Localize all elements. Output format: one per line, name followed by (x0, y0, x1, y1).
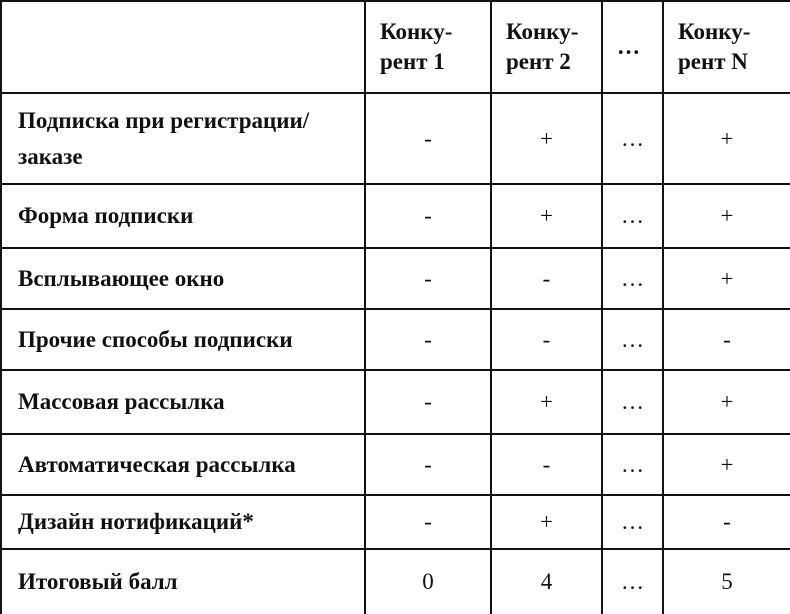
cell-value: - (364, 247, 492, 310)
cell-value: + (662, 183, 790, 249)
cell-value: … (601, 494, 664, 550)
cell-value: … (601, 433, 664, 496)
cell-value: 4 (490, 548, 603, 614)
cell-value: … (601, 369, 664, 435)
cell-value: 0 (364, 548, 492, 614)
cell-value: - (364, 433, 492, 496)
cell-value: + (490, 183, 603, 249)
row-label: Итоговый балл (0, 548, 366, 614)
cell-value: - (364, 183, 492, 249)
cell-value: + (662, 433, 790, 496)
table-row-mass-mailing: Массовая рассылка - + … + (0, 369, 790, 435)
cell-value: … (601, 183, 664, 249)
cell-value: - (490, 247, 603, 310)
corner-cell (0, 0, 366, 94)
cell-value: - (490, 308, 603, 371)
row-label: Автоматическая рассылка (0, 433, 366, 496)
row-label: Дизайн нотификаций* (0, 494, 366, 550)
cell-value: + (662, 369, 790, 435)
table-row-notification-design: Дизайн нотификаций* - + … - (0, 494, 790, 550)
row-label: Всплывающее окно (0, 247, 366, 310)
cell-value: - (490, 433, 603, 496)
table-row-automatic-mailing: Автоматическая рассылка - - … + (0, 433, 790, 496)
cell-value: … (601, 92, 664, 185)
table-row-other-subscription-methods: Прочие способы подписки - - … - (0, 308, 790, 371)
table-row-popup-window: Всплывающее окно - - … + (0, 247, 790, 310)
cell-value: + (490, 92, 603, 185)
cell-value: 5 (662, 548, 790, 614)
cell-value: - (364, 369, 492, 435)
cell-value: - (364, 494, 492, 550)
row-label: Подписка при регистрации/ заказе (0, 92, 366, 185)
table-row-subscription-form: Форма подписки - + … + (0, 183, 790, 249)
row-label: Массовая рассылка (0, 369, 366, 435)
table-row-total-score: Итоговый балл 0 4 … 5 (0, 548, 790, 614)
cell-value: - (364, 308, 492, 371)
cell-value: + (662, 247, 790, 310)
cell-value: … (601, 308, 664, 371)
cell-value: + (490, 369, 603, 435)
header-row: Конку- рент 1 Конку- рент 2 … Конку- рен… (0, 0, 790, 94)
row-label: Форма подписки (0, 183, 366, 249)
cell-value: + (490, 494, 603, 550)
row-label: Прочие способы подписки (0, 308, 366, 371)
column-header-competitor-1: Конку- рент 1 (364, 0, 492, 94)
cell-value: - (364, 92, 492, 185)
column-header-competitor-n: Конку- рент N (662, 0, 790, 94)
cell-value: - (662, 494, 790, 550)
column-header-ellipsis: … (601, 0, 664, 94)
cell-value: … (601, 548, 664, 614)
cell-value: … (601, 247, 664, 310)
cell-value: - (662, 308, 790, 371)
column-header-competitor-2: Конку- рент 2 (490, 0, 603, 94)
table-row-subscription-on-registration: Подписка при регистрации/ заказе - + … + (0, 92, 790, 185)
cell-value: + (662, 92, 790, 185)
